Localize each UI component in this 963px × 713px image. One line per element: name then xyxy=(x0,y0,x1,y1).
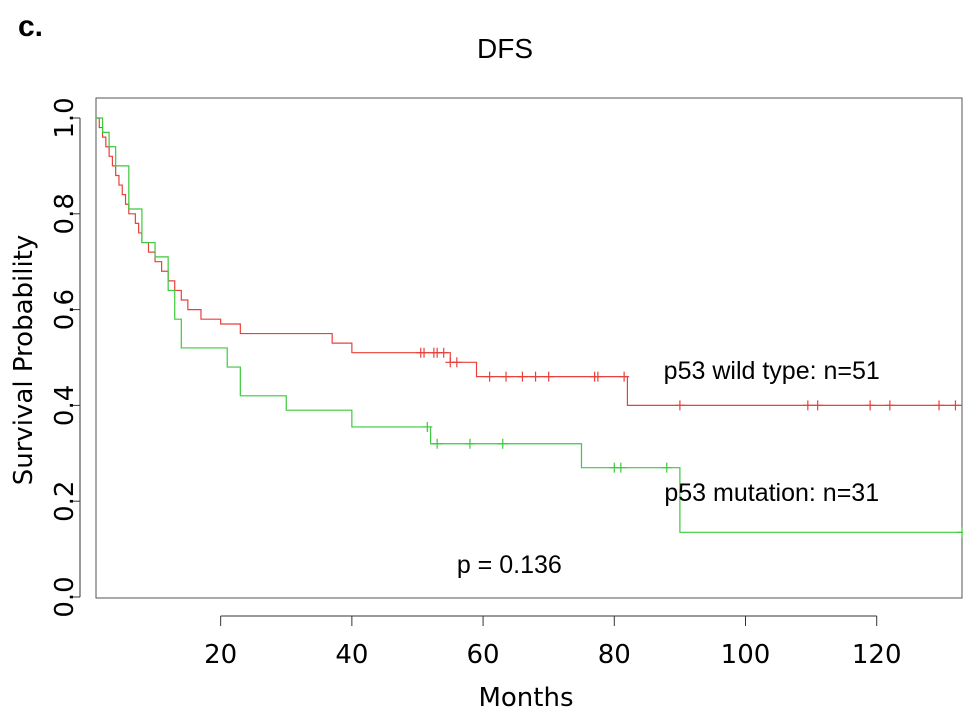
y-tick-label: 0.0 xyxy=(50,576,80,617)
censor-mark xyxy=(812,400,823,411)
censor-mark xyxy=(422,421,433,432)
y-axis-label: Survival Probability xyxy=(9,235,39,486)
censor-mark xyxy=(497,438,508,449)
censor-mark xyxy=(934,400,945,411)
series-wild-type xyxy=(96,117,962,411)
censor-mark xyxy=(661,462,672,473)
series-layer xyxy=(96,117,963,538)
annotation-1: p53 mutation: n=31 xyxy=(664,479,879,507)
annotation-2: p = 0.136 xyxy=(457,551,562,579)
series-mutation xyxy=(96,117,963,538)
censor-mark xyxy=(484,371,495,382)
censor-mark xyxy=(619,371,630,382)
censor-mark xyxy=(674,400,685,411)
survival-curve xyxy=(96,117,962,406)
censor-mark xyxy=(957,527,963,538)
y-tick-label: 0.4 xyxy=(50,385,80,426)
plot-frame xyxy=(95,97,963,599)
censor-mark xyxy=(432,438,443,449)
x-tick-label: 120 xyxy=(852,640,902,670)
chart-title: DFS xyxy=(477,33,533,64)
censor-mark xyxy=(419,347,430,358)
annotation-layer: p53 wild type: n=51 p53 mutation: n=31 p =… xyxy=(457,357,880,579)
censor-mark xyxy=(464,438,475,449)
censor-mark xyxy=(884,400,895,411)
censor-mark xyxy=(438,347,449,358)
y-axis: 0.0 0.2 0.4 0.6 0.8 1.0 xyxy=(50,97,81,618)
censor-mark xyxy=(802,400,813,411)
censor-mark xyxy=(615,462,626,473)
x-tick-label: 20 xyxy=(204,640,237,670)
y-tick-label: 0.6 xyxy=(50,289,80,330)
x-tick-label: 60 xyxy=(467,640,500,670)
y-tick-label: 0.8 xyxy=(50,193,80,234)
censor-mark xyxy=(543,371,554,382)
censor-mark xyxy=(530,371,541,382)
x-tick-label: 40 xyxy=(335,640,368,670)
x-tick-label: 80 xyxy=(598,640,631,670)
censor-mark xyxy=(592,371,603,382)
censor-mark xyxy=(865,400,876,411)
y-tick-label: 1.0 xyxy=(50,97,80,138)
panel-label: c. xyxy=(18,10,43,43)
survival-curve xyxy=(96,117,962,533)
censor-mark xyxy=(950,400,961,411)
x-tick-label: 100 xyxy=(721,640,771,670)
censor-mark xyxy=(501,371,512,382)
x-axis: 20 40 60 80 100 120 xyxy=(204,615,902,670)
censor-mark xyxy=(517,371,528,382)
y-tick-label: 0.2 xyxy=(50,481,80,522)
annotation-0: p53 wild type: n=51 xyxy=(664,357,880,385)
x-axis-label: Months xyxy=(478,683,573,713)
censor-mark xyxy=(451,357,462,368)
